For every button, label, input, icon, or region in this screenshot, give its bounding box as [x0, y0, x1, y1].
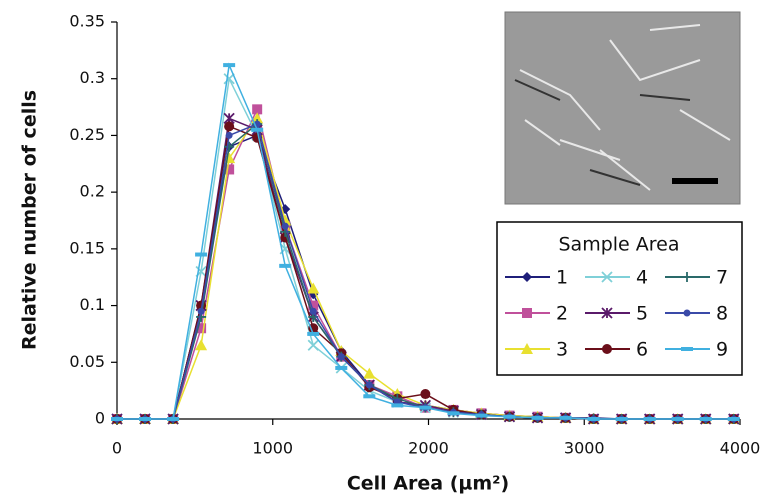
- legend-label: 1: [556, 267, 568, 289]
- legend-label: 7: [716, 267, 728, 289]
- y-tick-label: 0.1: [80, 295, 105, 314]
- x-tick-label: 2000: [408, 439, 449, 458]
- marker: [681, 347, 693, 351]
- legend-label: 2: [556, 303, 568, 325]
- marker: [308, 340, 318, 350]
- inset-photo: [505, 12, 740, 204]
- legend-title: Sample Area: [558, 234, 679, 256]
- y-tick-label: 0: [95, 409, 105, 428]
- legend-marker: [684, 310, 691, 317]
- marker: [198, 308, 205, 315]
- marker: [503, 415, 515, 419]
- marker: [195, 253, 207, 257]
- marker: [366, 381, 373, 388]
- marker: [532, 416, 544, 420]
- marker: [226, 132, 233, 139]
- y-tick-label: 0.05: [69, 352, 105, 371]
- marker: [224, 121, 234, 131]
- marker: [335, 366, 347, 370]
- marker: [616, 417, 628, 421]
- legend-label: 6: [636, 339, 648, 361]
- x-tick-label: 4000: [720, 439, 761, 458]
- y-tick-label: 0.2: [80, 182, 105, 201]
- marker: [672, 417, 684, 421]
- marker: [279, 264, 291, 268]
- marker: [522, 308, 532, 318]
- marker: [310, 308, 317, 315]
- marker: [338, 353, 345, 360]
- legend-label: 4: [636, 267, 648, 289]
- marker: [560, 416, 572, 420]
- marker: [167, 417, 179, 421]
- marker: [251, 128, 263, 132]
- marker: [307, 332, 319, 336]
- marker: [139, 417, 151, 421]
- marker: [391, 403, 403, 407]
- y-tick-label: 0.25: [69, 125, 105, 144]
- y-tick-label: 0.3: [80, 68, 105, 87]
- marker: [419, 406, 431, 410]
- x-tick-label: 1000: [252, 439, 293, 458]
- marker: [111, 417, 123, 421]
- chart: Relative number of cells Cell Area (µm²)…: [0, 0, 762, 497]
- y-axis-label: Relative number of cells: [19, 90, 41, 350]
- x-tick-label: 3000: [564, 439, 605, 458]
- marker: [602, 344, 612, 354]
- marker: [644, 417, 656, 421]
- marker: [700, 417, 712, 421]
- x-axis-label: Cell Area (µm²): [347, 473, 509, 495]
- marker: [223, 63, 235, 67]
- marker: [307, 283, 319, 294]
- legend-label: 9: [716, 339, 728, 361]
- legend-marker: [522, 308, 532, 318]
- legend-label: 3: [556, 339, 568, 361]
- marker: [475, 414, 487, 418]
- marker: [282, 223, 289, 230]
- legend-label: 5: [636, 303, 648, 325]
- legend-marker: [602, 344, 612, 354]
- y-tick-label: 0.35: [69, 12, 105, 31]
- marker: [588, 417, 600, 421]
- marker: [684, 310, 691, 317]
- y-tick-label: 0.15: [69, 238, 105, 257]
- x-tick-label: 0: [112, 439, 122, 458]
- marker: [420, 389, 430, 399]
- marker: [447, 411, 459, 415]
- marker: [363, 394, 375, 398]
- legend-marker: [681, 347, 693, 351]
- legend-label: 8: [716, 303, 728, 325]
- marker: [728, 417, 740, 421]
